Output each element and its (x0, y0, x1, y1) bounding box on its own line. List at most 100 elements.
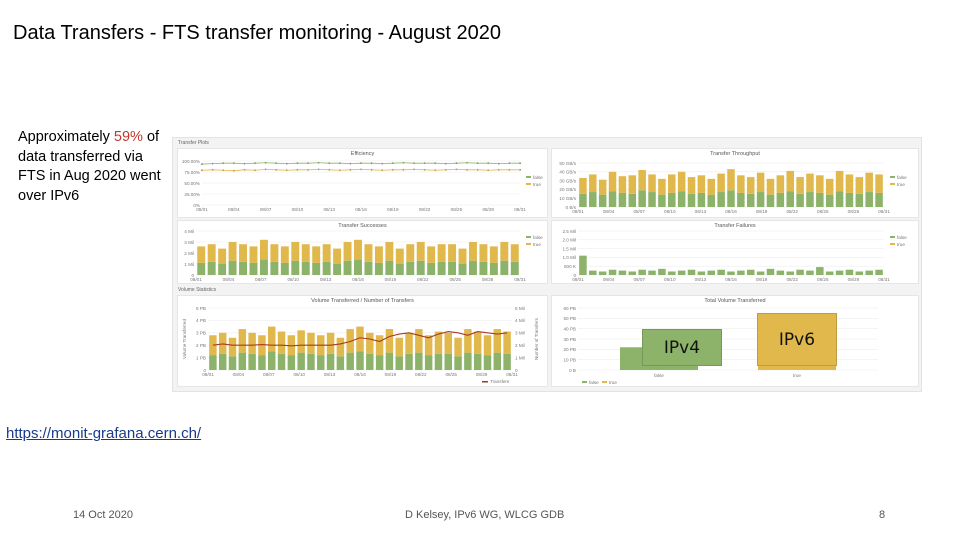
throughput-bar-true (776, 175, 785, 193)
total-legend-swatch (602, 381, 607, 383)
throughput-legend-swatch (890, 183, 895, 185)
throughput-bar-false (825, 194, 834, 207)
successes-bar-true (207, 244, 216, 262)
throughput-ytick: 50 GB/s (559, 161, 576, 166)
successes-bar-true (218, 248, 227, 264)
total-volume-panel: Total Volume Transferred 60 PB 50 PB 40 PB… (551, 295, 919, 387)
throughput-bar-false (658, 194, 666, 207)
throughput-ytick: 40 GB/s (559, 170, 576, 175)
throughput-panel: Transfer Throughput 50 GB/s 40 GB/s 30 GB/… (551, 148, 919, 218)
throughput-bar-true (579, 177, 587, 194)
efficiency-line-true (201, 168, 520, 172)
successes-bar-false (197, 262, 206, 275)
volume-bar-true (228, 337, 237, 357)
throughput-ytick: 10 GB/s (559, 196, 576, 201)
successes-bar-false (228, 260, 237, 275)
volume-bar-false (444, 353, 452, 370)
successes-bar-true (406, 244, 415, 262)
row-label-transfer-plots: Transfer Plots (178, 140, 209, 146)
efficiency-chart: 100.00% 75.00% 50.00% 25.00% 0%08/01 08/04 08/… (182, 159, 543, 212)
efficiency-ytick: 50.00% (184, 181, 200, 186)
throughput-xtick: 08/13 (695, 209, 707, 214)
summary-text: Approximately 59% of data transferred vi… (18, 128, 168, 206)
volume-bar-false (336, 356, 345, 370)
volume-xtick: 08/13 (324, 372, 336, 377)
volume-bar-true (209, 335, 217, 356)
volume-xtick: 08/19 (385, 372, 397, 377)
failures-bar-false (855, 271, 864, 275)
volume-bar-false (473, 353, 482, 370)
volume-legend-swatch (482, 381, 488, 383)
failures-xtick: 08/01 (572, 277, 584, 282)
throughput-bar-true (865, 172, 873, 193)
failures-bar-false (668, 271, 676, 275)
successes-bar-false (479, 261, 488, 275)
volume-ylabel-left: Volume Transferred (182, 319, 187, 360)
volume-bar-false (268, 351, 276, 370)
ipv4-label: IPv4 (663, 337, 701, 358)
throughput-bar-true (638, 170, 646, 191)
volume-xtick: 08/01 (202, 372, 214, 377)
successes-ytick: 3 Mil (184, 240, 194, 245)
throughput-bar-false (756, 192, 765, 207)
throughput-title: Transfer Throughput (710, 151, 760, 157)
successes-bar-false (259, 259, 268, 275)
successes-bar-true (385, 242, 394, 261)
successes-bar-false (500, 260, 509, 275)
failures-bar-false (677, 270, 686, 275)
volume-bar-false (454, 356, 462, 370)
volume-xtick: 08/22 (415, 372, 427, 377)
volume-xtick: 08/25 (445, 372, 457, 377)
throughput-bar-false (865, 192, 873, 207)
total-legend-swatch (582, 381, 587, 383)
throughput-bar-false (875, 192, 883, 207)
successes-bar-true (510, 244, 519, 262)
volume-ytick: 3 PB (196, 331, 206, 336)
efficiency-legend-swatch (526, 176, 531, 178)
volume-bar-true (287, 335, 296, 356)
volume-bar-false (326, 353, 335, 370)
successes-bar-false (343, 260, 352, 275)
ipv4-label-box: IPv4 (642, 329, 722, 366)
throughput-legend-swatch (890, 176, 895, 178)
throughput-bar-false (687, 193, 696, 207)
failures-xtick: 08/25 (817, 277, 829, 282)
efficiency-xtick: 08/28 (482, 207, 494, 212)
volume-bar-true (454, 337, 462, 357)
throughput-bar-false (727, 190, 735, 207)
throughput-bar-true (727, 169, 735, 191)
throughput-bar-true (855, 177, 864, 194)
failures-ytick: 2.5 Mil (562, 229, 576, 234)
volume-ytick-right: 4 Mil (515, 318, 525, 323)
throughput-bar-true (668, 174, 676, 193)
volume-bar-false (464, 352, 472, 370)
volume-bar-true (415, 329, 423, 353)
successes-xtick: 08/19 (385, 277, 397, 282)
footer-date: 14 Oct 2020 (73, 509, 133, 521)
successes-xtick: 08/10 (287, 277, 299, 282)
throughput-bar-true (816, 175, 824, 193)
volume-ytick: 4 PB (196, 318, 206, 323)
volume-bar-true (356, 326, 364, 352)
grafana-link[interactable]: https://monit-grafana.cern.ch/ (6, 425, 202, 442)
failures-bar-false (875, 269, 883, 275)
failures-xtick: 08/19 (756, 277, 768, 282)
volume-bar-true (444, 332, 452, 354)
summary-highlight: 59% (113, 129, 143, 145)
successes-bar-true (259, 239, 268, 260)
volume-transfers-line (212, 330, 508, 347)
throughput-bar-true (648, 174, 656, 193)
failures-bar-false (579, 255, 587, 275)
successes-bar-true (489, 246, 498, 263)
successes-xtick: 08/22 (417, 277, 429, 282)
summary-before: Approximately (18, 129, 114, 145)
throughput-bar-false (628, 193, 637, 207)
failures-xtick: 08/07 (633, 277, 645, 282)
successes-bar-false (239, 261, 248, 275)
throughput-ytick: 20 GB/s (559, 187, 576, 192)
efficiency-xtick: 08/04 (228, 207, 240, 212)
throughput-ytick: 30 GB/s (559, 178, 576, 183)
successes-ytick: 0 (191, 273, 194, 278)
throughput-bar-true (875, 174, 883, 193)
